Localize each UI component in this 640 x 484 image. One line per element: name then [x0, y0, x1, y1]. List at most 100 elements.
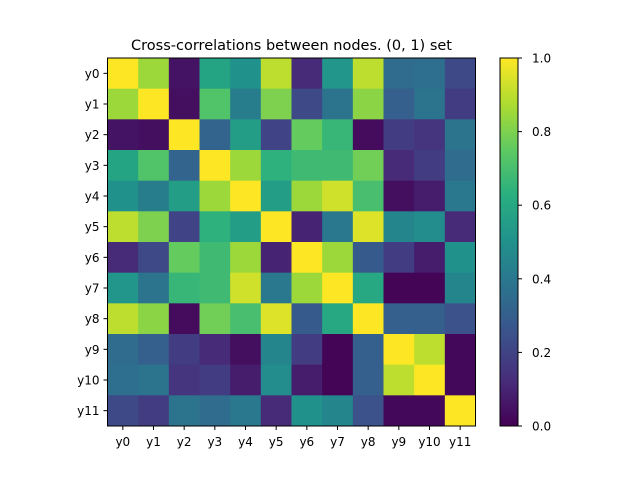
x-tick-label: y5 — [269, 435, 284, 449]
heatmap-cell — [384, 211, 415, 242]
heatmap-cell — [230, 303, 261, 334]
heatmap-cell — [445, 119, 476, 150]
heatmap-cell — [292, 303, 323, 334]
heatmap-cell — [261, 303, 292, 334]
heatmap-cell — [353, 303, 384, 334]
heatmap-cell — [230, 211, 261, 242]
y-tick-label: y11 — [77, 404, 99, 418]
heatmap-cell — [445, 395, 476, 426]
heatmap-cell — [414, 150, 445, 181]
heatmap-cell — [169, 395, 200, 426]
heatmap-cell — [261, 211, 292, 242]
heatmap-cell — [200, 273, 231, 304]
heatmap-cell — [353, 58, 384, 89]
heatmap-cell — [384, 119, 415, 150]
heatmap-cell — [200, 89, 231, 120]
heatmap-cell — [322, 119, 353, 150]
heatmap-cell — [322, 242, 353, 273]
heatmap-cell — [322, 58, 353, 89]
heatmap-cell — [414, 242, 445, 273]
y-tick-label: y5 — [85, 220, 100, 234]
heatmap-cell — [353, 89, 384, 120]
heatmap-cell — [230, 89, 261, 120]
heatmap-cell — [138, 58, 169, 89]
heatmap-cell — [353, 211, 384, 242]
heatmap-cell — [169, 242, 200, 273]
heatmap-cell — [108, 119, 139, 150]
heatmap-cell — [169, 211, 200, 242]
heatmap-cell — [108, 334, 139, 365]
heatmap-cell — [261, 89, 292, 120]
heatmap-cell — [414, 89, 445, 120]
heatmap-cell — [108, 365, 139, 396]
heatmap-cell — [108, 58, 139, 89]
heatmap-cell — [230, 334, 261, 365]
heatmap-cell — [353, 181, 384, 212]
heatmap-cell — [138, 211, 169, 242]
heatmap-cell — [230, 119, 261, 150]
colorbar-tick-label: 1.0 — [532, 52, 551, 66]
heatmap-cell — [322, 395, 353, 426]
colorbar-tick-label: 0.8 — [532, 125, 551, 139]
heatmap-cell — [200, 181, 231, 212]
heatmap-cell — [292, 58, 323, 89]
heatmap-cell — [261, 119, 292, 150]
x-tick-label: y0 — [115, 435, 130, 449]
heatmap-cell — [138, 181, 169, 212]
heatmap-cell — [200, 395, 231, 426]
heatmap-cell — [322, 181, 353, 212]
heatmap-cell — [292, 334, 323, 365]
heatmap-cell — [292, 273, 323, 304]
y-tick-label: y7 — [85, 282, 100, 296]
heatmap-cell — [445, 181, 476, 212]
heatmap-cell — [230, 365, 261, 396]
heatmap-cell — [200, 242, 231, 273]
heatmap-cell — [169, 119, 200, 150]
x-tick-label: y1 — [146, 435, 161, 449]
heatmap-cell — [445, 89, 476, 120]
colorbar-gradient — [500, 58, 518, 426]
heatmap-cell — [108, 181, 139, 212]
y-tick-label: y10 — [77, 374, 99, 388]
heatmap-cell — [414, 273, 445, 304]
heatmap-cell — [230, 395, 261, 426]
heatmap-cell — [384, 150, 415, 181]
heatmap-cell — [108, 150, 139, 181]
y-tick-label: y6 — [85, 251, 100, 265]
y-tick-label: y3 — [85, 159, 100, 173]
x-tick-label: y11 — [449, 435, 471, 449]
heatmap-cell — [445, 58, 476, 89]
heatmap-cell — [414, 395, 445, 426]
heatmap-cell — [200, 119, 231, 150]
x-tick-label: y2 — [177, 435, 192, 449]
heatmap-cell — [445, 273, 476, 304]
x-tick-label: y7 — [330, 435, 345, 449]
heatmap-cell — [292, 150, 323, 181]
heatmap-cell — [200, 58, 231, 89]
colorbar: 0.0 0.2 0.4 0.6 0.8 1.0 — [500, 52, 551, 434]
heatmap-cell — [322, 334, 353, 365]
heatmap-cell — [230, 150, 261, 181]
colorbar-tick-label: 0.2 — [532, 346, 551, 360]
heatmap-cell — [261, 273, 292, 304]
y-tick-label: y0 — [85, 67, 100, 81]
x-axis: y0 y1 y2 y3 y4 y5 y6 y7 y8 y9 y10 y11 — [115, 426, 471, 449]
heatmap-cell — [261, 334, 292, 365]
heatmap-cell — [138, 242, 169, 273]
heatmap-cell — [138, 89, 169, 120]
heatmap-cell — [261, 242, 292, 273]
heatmap-cell — [230, 58, 261, 89]
heatmap-cell — [200, 150, 231, 181]
heatmap-cell — [169, 334, 200, 365]
heatmap-cell — [138, 365, 169, 396]
heatmap-cell — [384, 395, 415, 426]
heatmap-cell — [445, 211, 476, 242]
chart-title: Cross-correlations between nodes. (0, 1)… — [131, 38, 452, 54]
heatmap-cell — [200, 365, 231, 396]
heatmap-cell — [414, 365, 445, 396]
heatmap-cell — [322, 365, 353, 396]
colorbar-axis: 0.0 0.2 0.4 0.6 0.8 1.0 — [518, 52, 551, 434]
heatmap-cell — [384, 334, 415, 365]
y-tick-label: y2 — [85, 128, 100, 142]
